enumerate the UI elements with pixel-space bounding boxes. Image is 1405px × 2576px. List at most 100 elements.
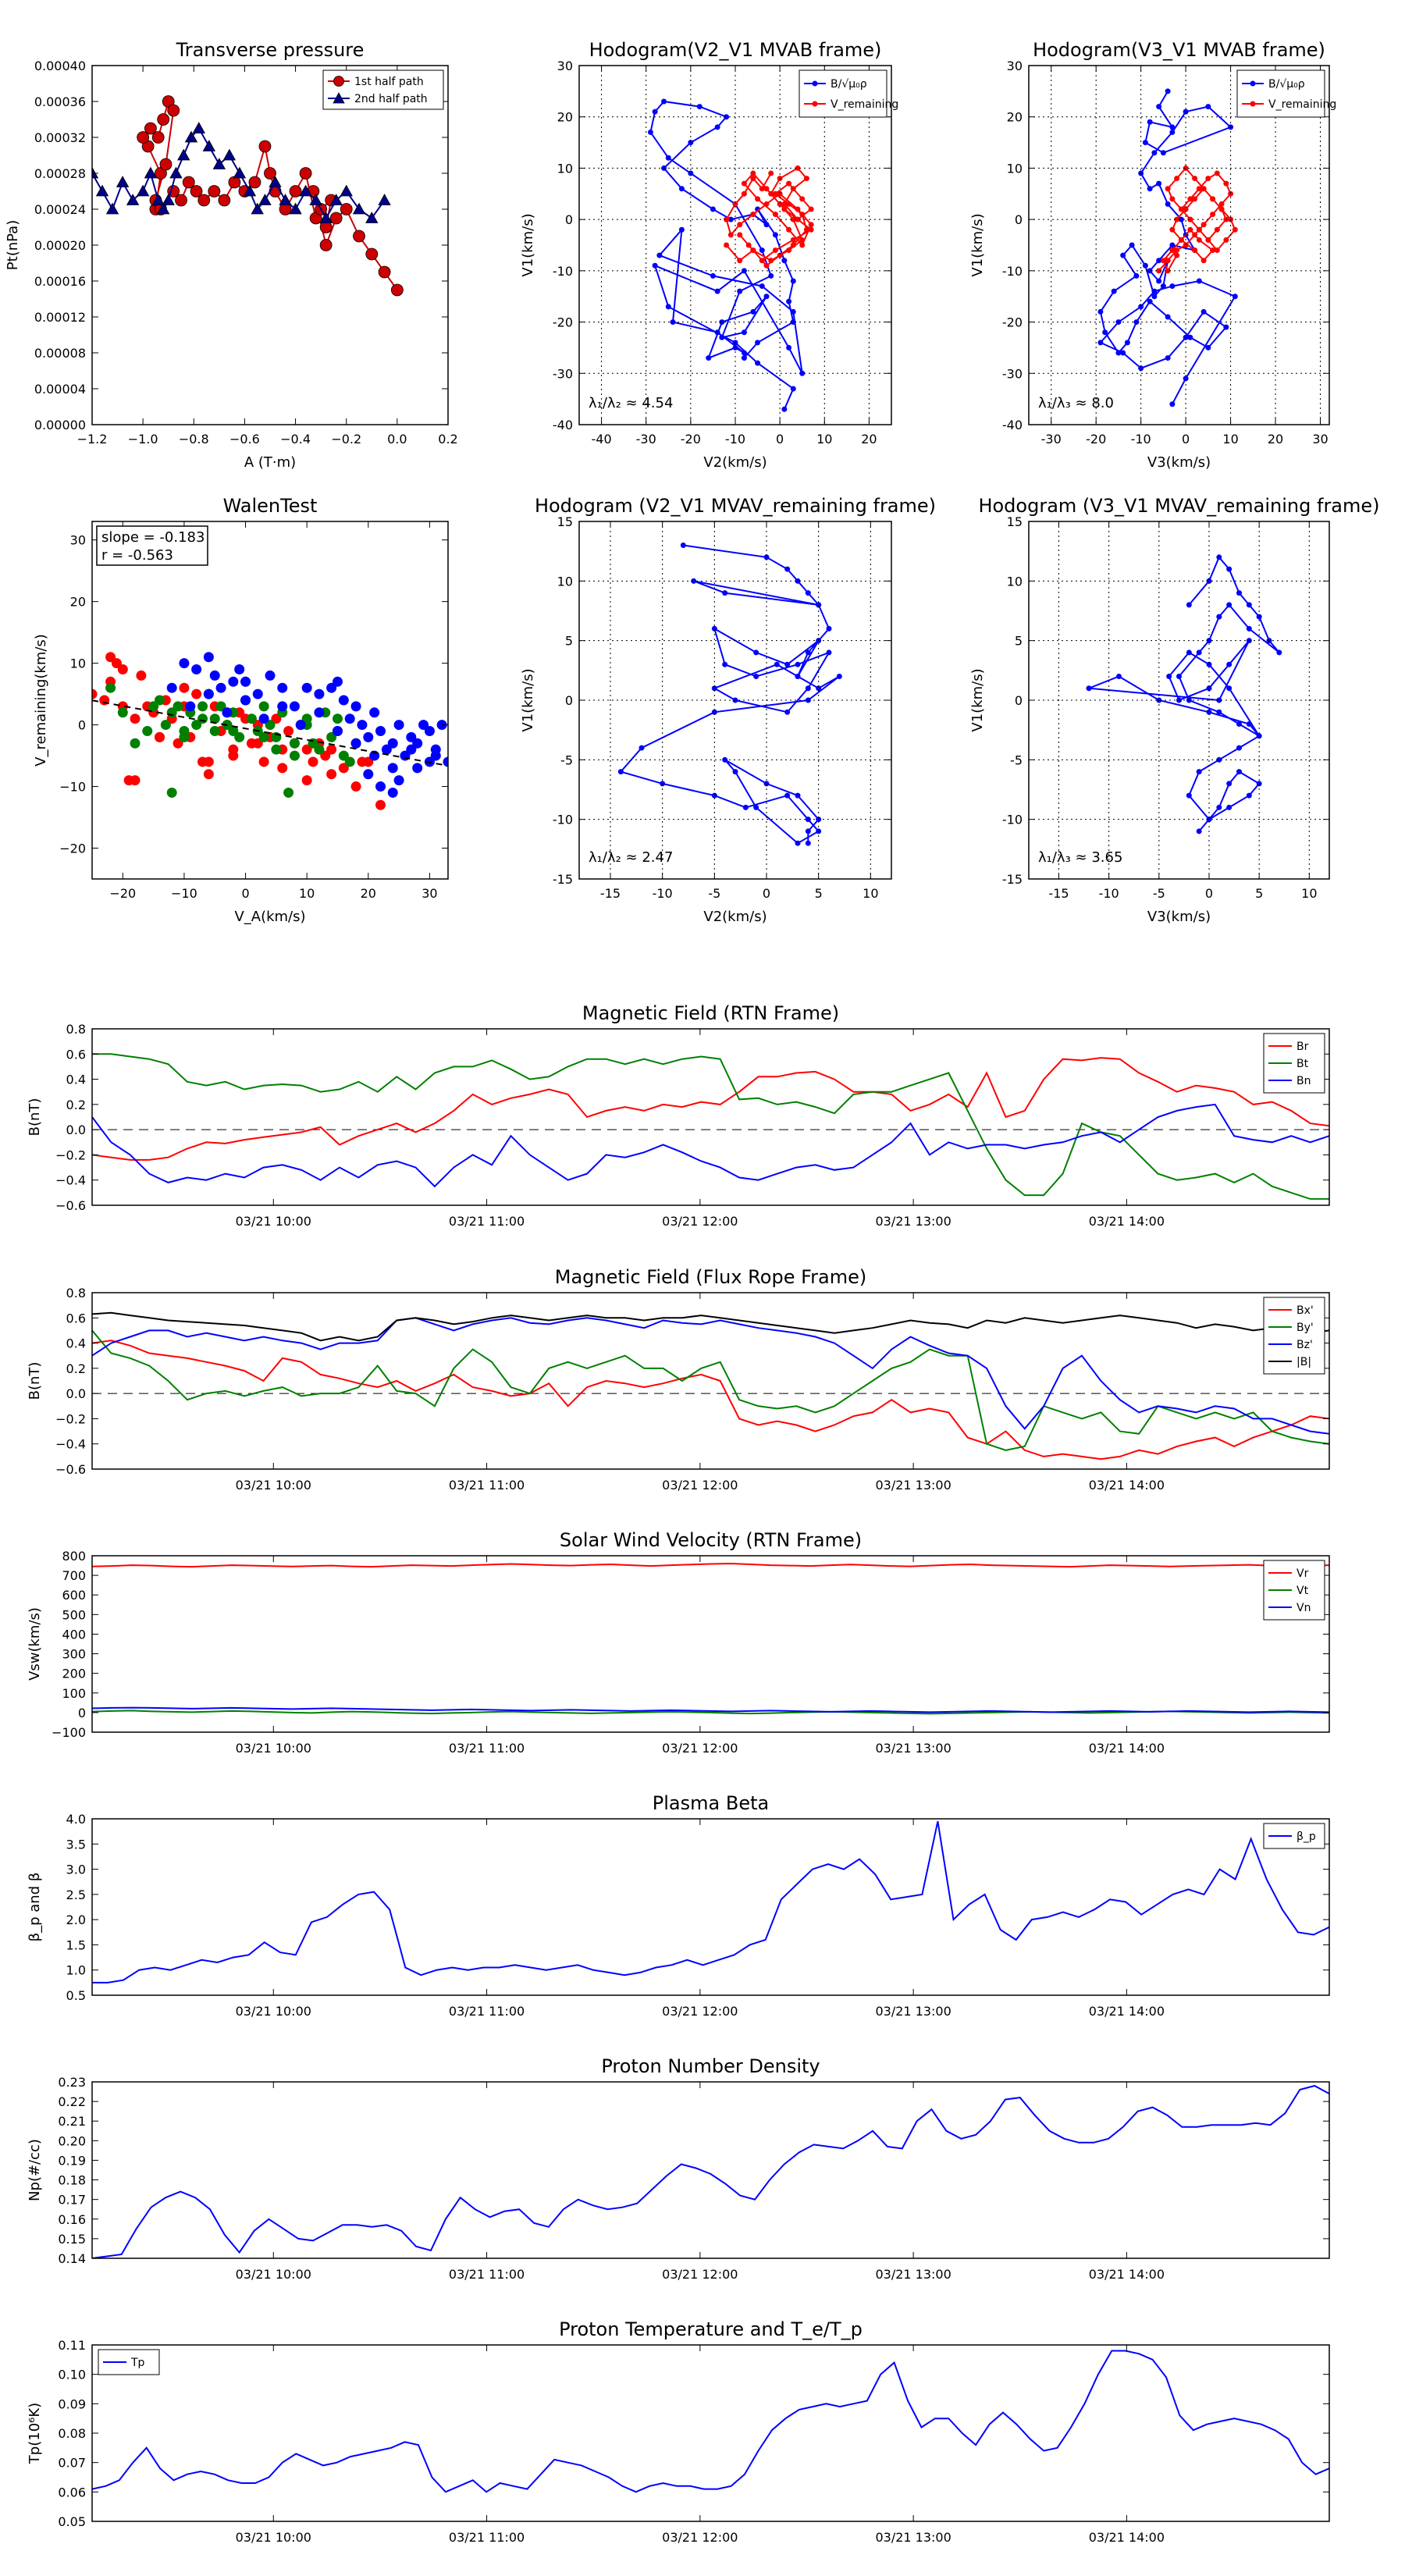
data-point-0-42 (763, 781, 770, 787)
data-point-0-17 (753, 673, 759, 679)
ytick-label-4: 2.5 (66, 1888, 86, 1902)
data-point-0-27 (299, 167, 312, 180)
data-point-1-8 (157, 202, 170, 215)
data-point-1-36 (741, 180, 747, 187)
data-point-red-52 (301, 775, 312, 786)
data-point-red-44 (117, 664, 128, 675)
data-point-0-20 (719, 319, 725, 326)
data-point-0-9 (1246, 625, 1252, 632)
xtick-label-4: 5 (815, 886, 823, 901)
xtick-label-5: 20 (1268, 432, 1283, 447)
ytick-label-5: 10 (557, 574, 573, 589)
eigen-ratio-label: λ₁/λ₃ ≈ 3.65 (1038, 849, 1122, 866)
data-point-1-21 (795, 216, 801, 222)
data-point-0-4 (805, 590, 811, 596)
data-point-green-39 (209, 713, 220, 724)
ytick-label-3: 0.0 (66, 1386, 86, 1401)
time-tick-label-0: 03/21 10:00 (236, 1478, 311, 1493)
data-point-0-46 (805, 840, 811, 846)
data-point-1-44 (763, 201, 770, 207)
x-axis-label: V2(km/s) (703, 454, 767, 471)
legend-marker-1 (812, 101, 818, 107)
data-point-1-0 (92, 166, 99, 179)
data-point-0-7 (1205, 104, 1211, 110)
data-point-blue-4 (215, 682, 226, 693)
data-point-1-36 (1218, 206, 1225, 212)
data-point-0-2 (1169, 124, 1176, 130)
axes-frame (91, 2344, 1330, 2522)
series-line-Bz' (92, 1317, 1329, 1435)
data-point-0-9 (159, 158, 173, 171)
ytick-label-2: 0.00008 (34, 346, 86, 361)
data-point-0-32 (652, 109, 658, 115)
data-point-blue-20 (357, 720, 368, 731)
time-tick-label-3: 03/21 13:00 (875, 1214, 951, 1229)
chart-title-h3: Hodogram (V2_V1 MVAV_remaining frame) (535, 495, 936, 517)
y-axis-label: β_p and β (27, 1873, 43, 1942)
data-point-0-19 (706, 355, 712, 361)
data-point-blue-19 (350, 701, 361, 712)
legend-label-0: Tp (130, 2357, 145, 2369)
ytick-label-0: −0.6 (55, 1198, 86, 1213)
data-point-1-6 (1210, 212, 1216, 218)
legend-label-1: Bt (1297, 1058, 1309, 1070)
data-point-1-10 (1214, 170, 1220, 176)
data-point-0-14 (182, 176, 195, 189)
xtick-label-6: 30 (1312, 432, 1328, 447)
data-point-0-44 (1120, 350, 1126, 356)
data-point-0-1 (763, 554, 770, 560)
y-axis-label: V1(km/s) (520, 668, 536, 731)
chart-title-ts5: Proton Number Density (601, 2055, 820, 2077)
data-point-0-38 (378, 265, 391, 279)
time-tick-label-0: 03/21 10:00 (236, 1214, 311, 1229)
series-line-Bn (92, 1103, 1329, 1188)
ytick-label-1: -10 (553, 813, 573, 827)
data-point-1-11 (1205, 176, 1211, 182)
data-point-blue-47 (387, 763, 398, 774)
data-point-0-16 (197, 194, 211, 207)
series-line-|B| (92, 1311, 1329, 1342)
data-point-1-0 (724, 242, 730, 248)
series-line-Bt (92, 1053, 1329, 1200)
ytick-label-0: -40 (1002, 418, 1023, 432)
data-point-blue-31 (424, 725, 435, 736)
legend-label-1: Vt (1297, 1585, 1309, 1597)
time-tick-label-1: 03/21 11:00 (449, 2530, 525, 2545)
ytick-label-5: 0.4 (66, 1336, 86, 1351)
data-point-green-47 (258, 731, 269, 742)
data-point-1-24 (772, 247, 778, 254)
ytick-label-4: 0.2 (66, 1361, 86, 1376)
time-tick-label-4: 03/21 14:00 (1089, 2267, 1165, 2282)
data-point-0-34 (329, 212, 343, 225)
ytick-label-2: −0.2 (55, 1411, 86, 1426)
axes-frame (91, 65, 449, 425)
data-point-1-9 (162, 194, 175, 205)
data-point-1-4 (777, 252, 783, 258)
ytick-label-10: 0.00040 (34, 59, 86, 73)
data-point-0-21 (248, 176, 261, 189)
data-point-blue-37 (203, 688, 214, 699)
data-point-blue-23 (375, 725, 386, 736)
data-point-0-25 (737, 288, 743, 294)
axes-frame (1028, 65, 1330, 425)
plot-area-h1 (647, 98, 814, 412)
data-point-0-5 (652, 262, 658, 269)
data-point-1-48 (724, 216, 730, 222)
data-point-1-48 (1187, 226, 1193, 233)
data-point-0-51 (1232, 294, 1238, 300)
data-point-0-33 (319, 239, 333, 251)
data-point-1-53 (768, 170, 774, 176)
ytick-label-2: -5 (560, 753, 573, 767)
data-point-1-12 (1196, 186, 1202, 192)
data-point-0-28 (1086, 685, 1092, 692)
ytick-label-8: 0.22 (58, 2094, 86, 2109)
xtick-label-0: -40 (592, 432, 612, 447)
data-point-1-5 (136, 184, 150, 197)
data-point-0-36 (353, 229, 365, 243)
data-point-0-25 (1226, 661, 1232, 667)
xtick-label-3: -10 (725, 432, 745, 447)
legend-label-0: β_p (1297, 1831, 1316, 1843)
data-point-1-30 (365, 212, 379, 223)
data-point-green-34 (338, 750, 349, 761)
data-point-0-27 (836, 673, 842, 679)
